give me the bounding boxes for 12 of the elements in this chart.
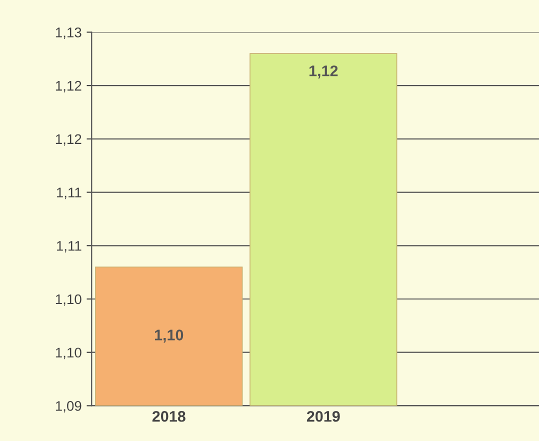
y-tick-label: 1,11: [56, 241, 82, 252]
y-tick-label: 1,12: [56, 134, 82, 146]
x-tick-label: 2019: [306, 410, 340, 422]
y-tick-label: 1,10: [56, 348, 82, 360]
data-label: 1,12: [309, 65, 338, 79]
y-tick-label: 1,09: [56, 401, 82, 413]
y-tick-label: 1,12: [56, 80, 82, 92]
y-tick-label: 1,13: [56, 28, 82, 40]
x-tick-label: 2018: [152, 410, 186, 422]
data-label: 1,10: [154, 330, 184, 343]
y-tick-label: 1,11: [56, 188, 82, 200]
y-tick-label: 1,10: [56, 294, 82, 306]
